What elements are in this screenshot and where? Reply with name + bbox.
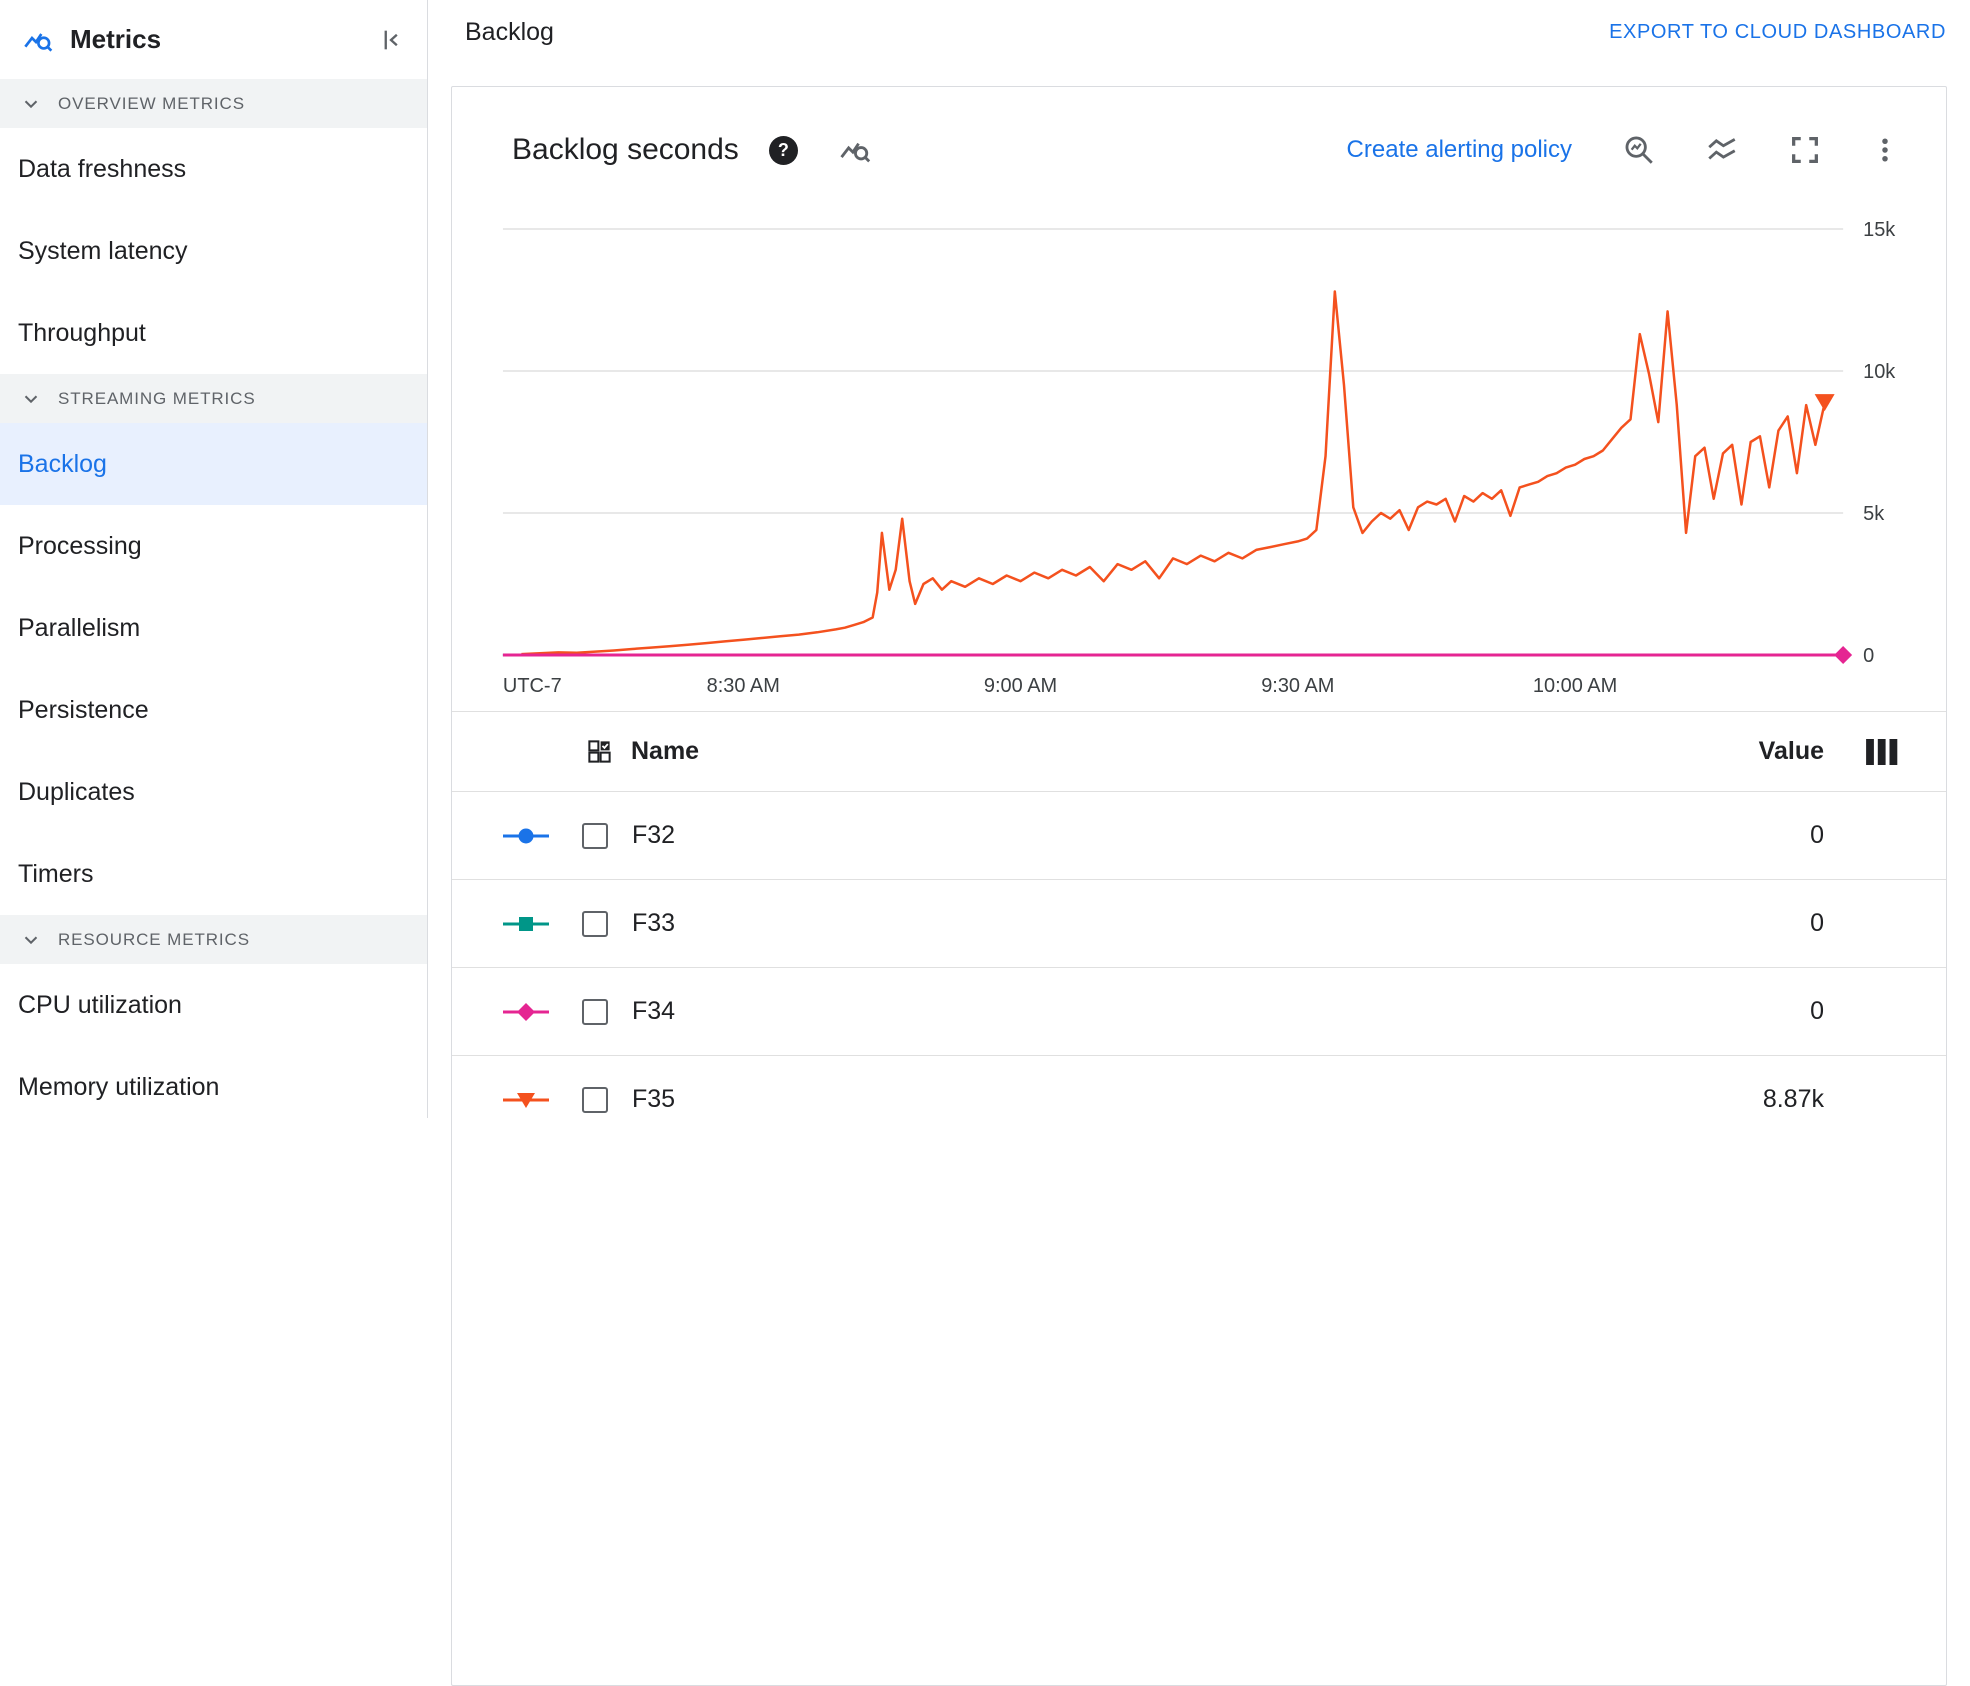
svg-text:10:00 AM: 10:00 AM: [1533, 675, 1617, 697]
table-row[interactable]: F35 8.87k: [452, 1055, 1946, 1143]
sidebar-section-overview-metrics[interactable]: OVERVIEW METRICS: [0, 79, 427, 128]
sidebar-item-persistence[interactable]: Persistence: [0, 669, 427, 751]
sidebar-header: Metrics: [0, 0, 427, 79]
svg-text:8:30 AM: 8:30 AM: [707, 675, 780, 697]
section-label: RESOURCE METRICS: [58, 930, 250, 950]
chart-area: 0 5k 10k 15k UTC-7 8:30 AM 9:00 AM 9:30 AM 10:00…: [452, 221, 1946, 703]
export-to-cloud-dashboard-link[interactable]: EXPORT TO CLOUD DASHBOARD: [1609, 21, 1946, 44]
sidebar-item-timers[interactable]: Timers: [0, 833, 427, 915]
series-marker-circle: [503, 826, 549, 846]
table-row[interactable]: F33 0: [452, 879, 1946, 967]
table-row[interactable]: F34 0: [452, 967, 1946, 1055]
svg-text:5k: 5k: [1863, 503, 1885, 525]
series-name: F33: [632, 909, 675, 938]
main-panel: Backlog EXPORT TO CLOUD DASHBOARD Backlo…: [428, 0, 1970, 1118]
row-checkbox[interactable]: [582, 1087, 608, 1113]
sidebar-item-parallelism[interactable]: Parallelism: [0, 587, 427, 669]
help-icon[interactable]: ?: [769, 136, 798, 165]
backlog-chart-card: Backlog seconds ? Create alerting policy: [451, 86, 1947, 1686]
page-title: Backlog: [465, 18, 554, 47]
series-name: F32: [632, 821, 675, 850]
section-label: STREAMING METRICS: [58, 389, 256, 409]
backlog-chart[interactable]: 0 5k 10k 15k UTC-7 8:30 AM 9:00 AM 9:30 AM 10:00…: [452, 221, 1946, 703]
sidebar-section-resource-metrics[interactable]: RESOURCE METRICS: [0, 915, 427, 964]
series-value: 0: [1810, 821, 1824, 850]
series-name: F34: [632, 997, 675, 1026]
page-header: Backlog EXPORT TO CLOUD DASHBOARD: [428, 0, 1970, 64]
sidebar-item-backlog[interactable]: Backlog: [0, 423, 427, 505]
series-marker-triangle: [503, 1090, 549, 1110]
series-value: 0: [1810, 997, 1824, 1026]
columns-icon[interactable]: [1866, 739, 1900, 765]
more-vert-icon[interactable]: [1870, 133, 1900, 167]
chart-title: Backlog seconds: [512, 133, 739, 167]
series-value: 8.87k: [1763, 1085, 1824, 1114]
fullscreen-icon[interactable]: [1788, 133, 1822, 167]
metrics-explorer-icon[interactable]: [838, 133, 872, 167]
sidebar-item-throughput[interactable]: Throughput: [0, 292, 427, 374]
collapse-sidebar-icon[interactable]: [377, 26, 405, 54]
metrics-logo-icon: [22, 24, 54, 56]
sidebar-item-system-latency[interactable]: System latency: [0, 210, 427, 292]
value-column-header[interactable]: Value: [1759, 737, 1824, 766]
svg-text:9:00 AM: 9:00 AM: [984, 675, 1057, 697]
svg-text:0: 0: [1863, 645, 1874, 667]
sidebar-item-memory-utilization[interactable]: Memory utilization: [0, 1046, 427, 1128]
row-checkbox[interactable]: [582, 823, 608, 849]
svg-text:UTC-7: UTC-7: [503, 675, 562, 697]
sidebar-item-data-freshness[interactable]: Data freshness: [0, 128, 427, 210]
sidebar-title: Metrics: [70, 24, 161, 55]
svg-text:9:30 AM: 9:30 AM: [1261, 675, 1334, 697]
svg-text:10k: 10k: [1863, 361, 1896, 383]
series-value: 0: [1810, 909, 1824, 938]
sidebar-section-streaming-metrics[interactable]: STREAMING METRICS: [0, 374, 427, 423]
svg-text:15k: 15k: [1863, 221, 1896, 241]
table-row[interactable]: F32 0: [452, 791, 1946, 879]
chevron-down-icon: [20, 929, 42, 951]
sidebar-item-duplicates[interactable]: Duplicates: [0, 751, 427, 833]
section-label: OVERVIEW METRICS: [58, 94, 245, 114]
series-table: Name Value F32 0 F33: [452, 711, 1946, 1143]
chevron-down-icon: [20, 388, 42, 410]
name-column-header[interactable]: Name: [631, 737, 699, 766]
sidebar-item-cpu-utilization[interactable]: CPU utilization: [0, 964, 427, 1046]
stacked-area-chart-icon[interactable]: [1704, 133, 1740, 167]
create-alerting-policy-link[interactable]: Create alerting policy: [1347, 136, 1572, 164]
row-checkbox[interactable]: [582, 911, 608, 937]
chart-actions: [1622, 133, 1900, 167]
sidebar-item-processing[interactable]: Processing: [0, 505, 427, 587]
table-header-row: Name Value: [452, 711, 1946, 791]
chevron-down-icon: [20, 93, 42, 115]
zoom-reset-icon[interactable]: [1622, 133, 1656, 167]
chart-card-header: Backlog seconds ? Create alerting policy: [452, 87, 1946, 167]
metrics-sidebar: Metrics OVERVIEW METRICS Data freshness …: [0, 0, 428, 1118]
series-marker-diamond: [503, 1002, 549, 1022]
series-name: F35: [632, 1085, 675, 1114]
toggle-all-series-icon[interactable]: [586, 738, 613, 765]
series-marker-square: [503, 914, 549, 934]
row-checkbox[interactable]: [582, 999, 608, 1025]
